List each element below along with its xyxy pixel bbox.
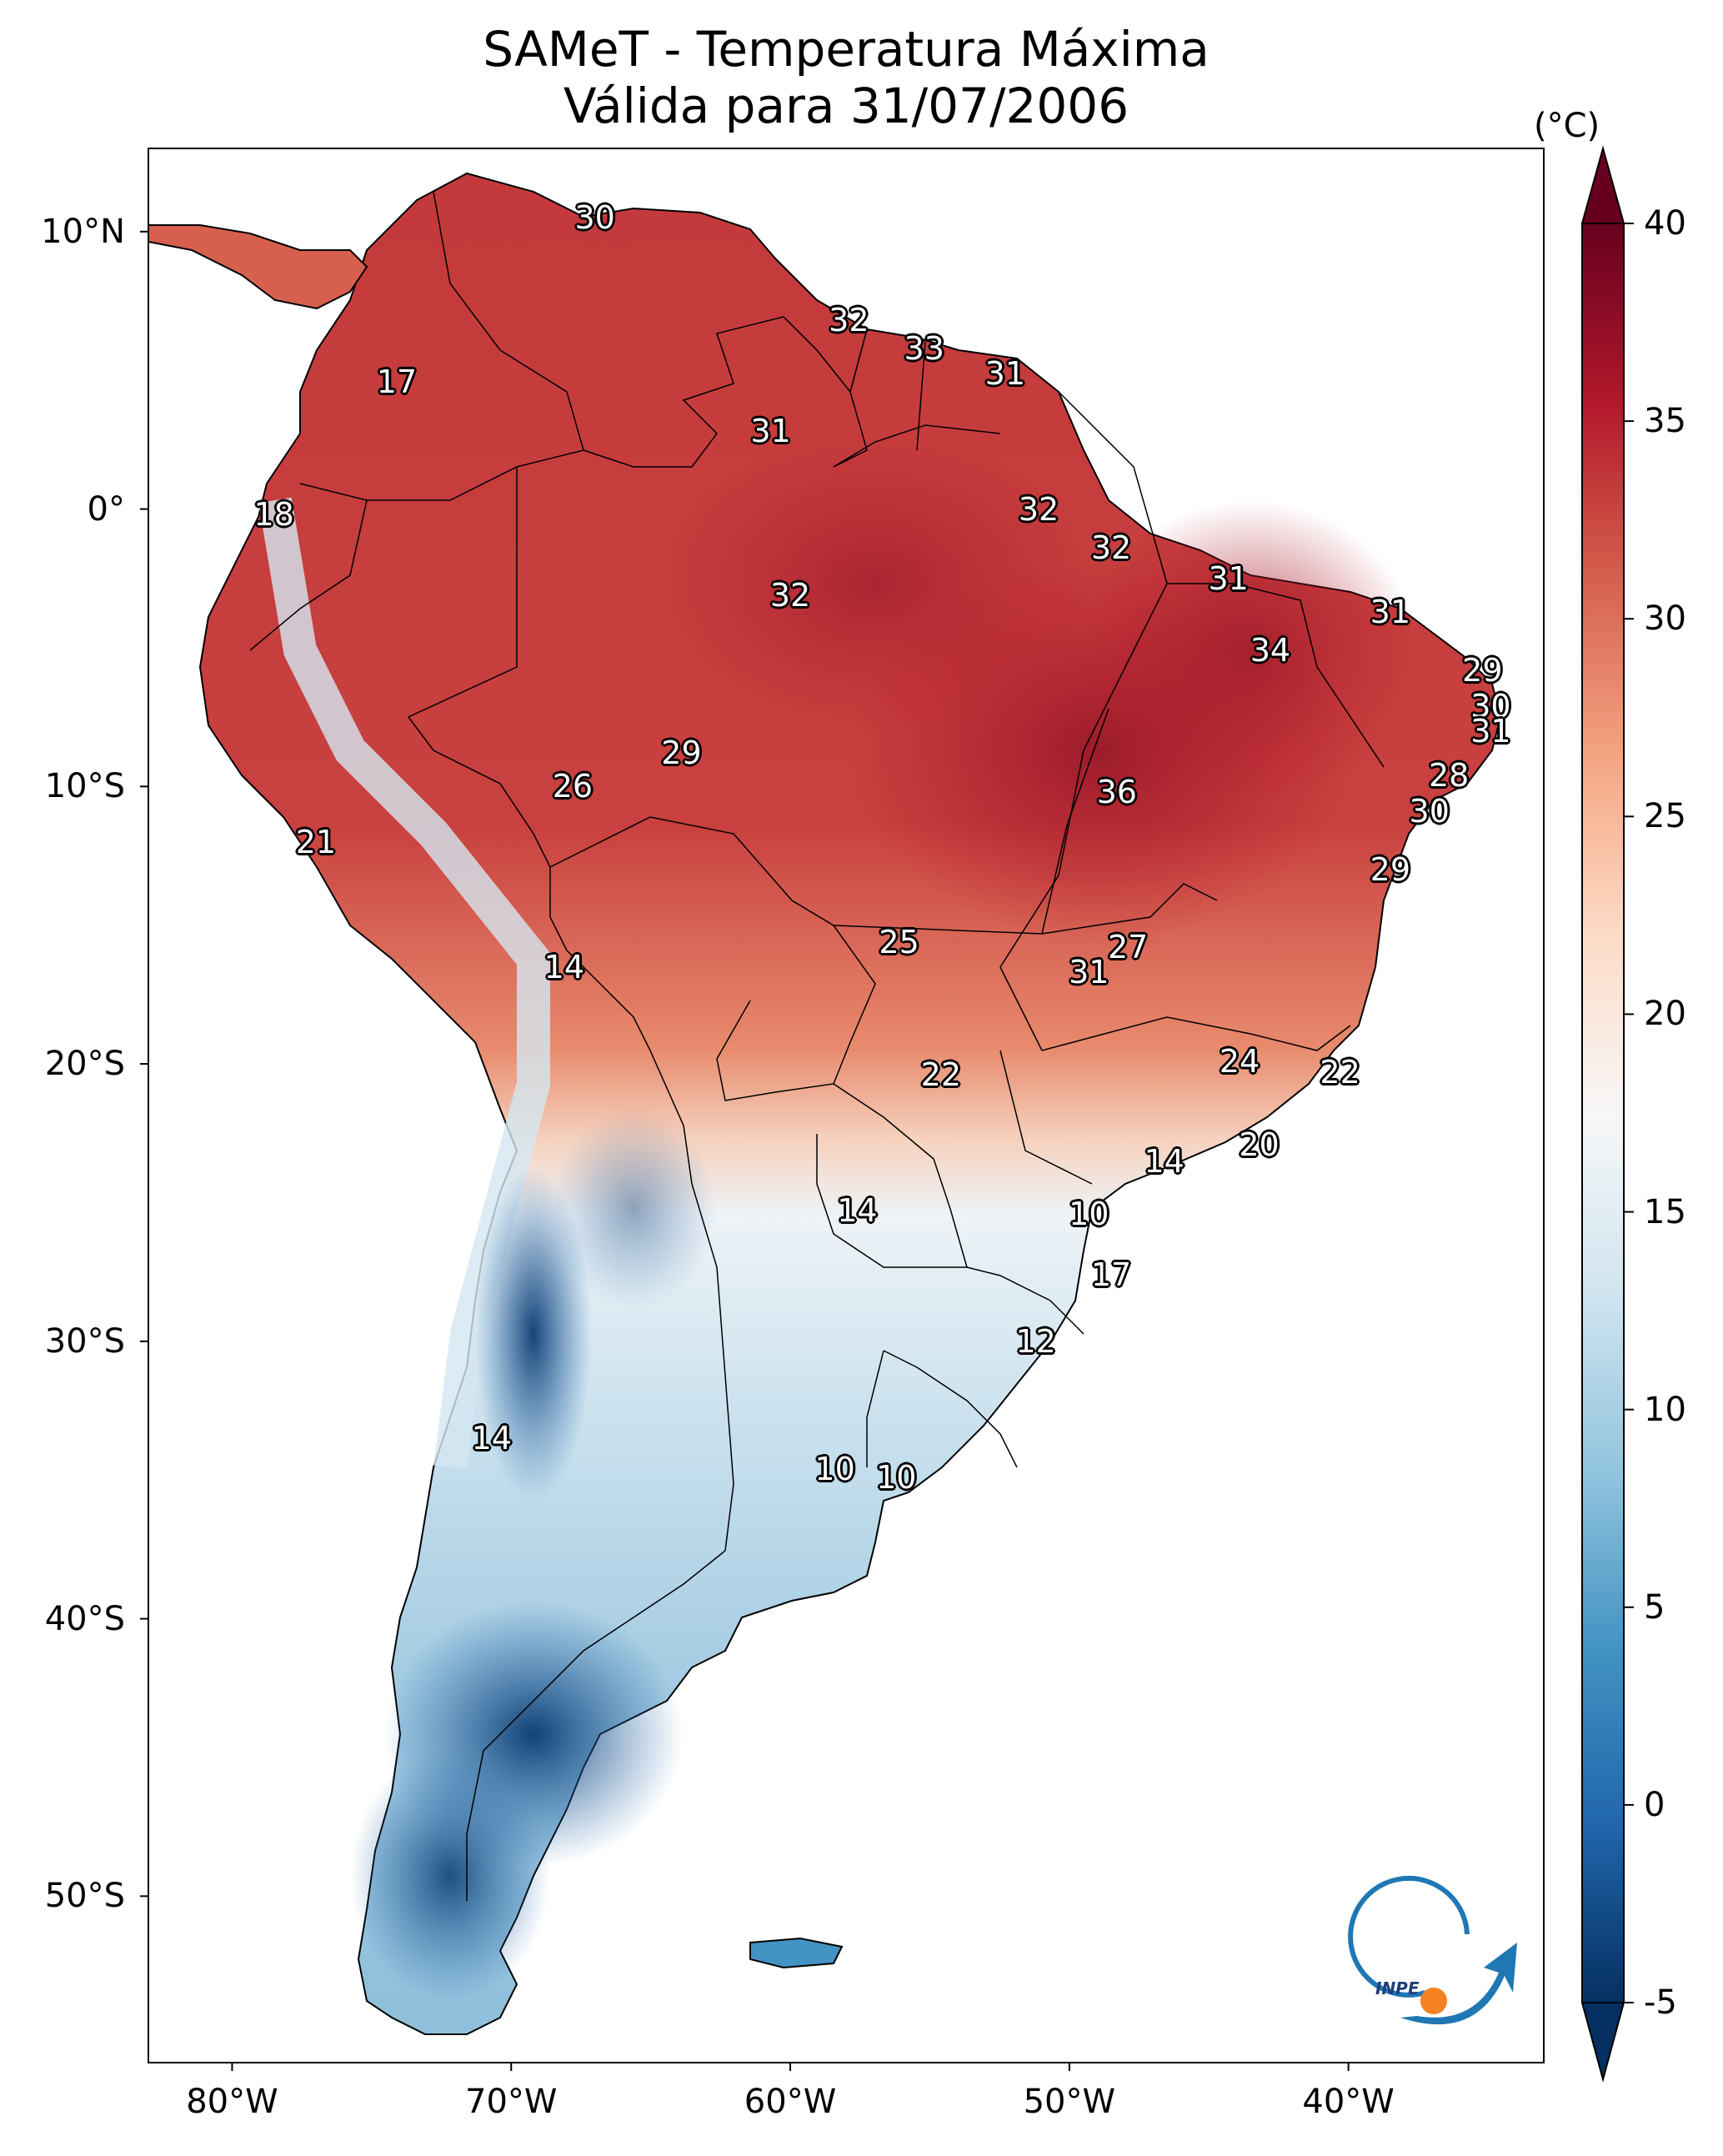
longitude-label: 70°W (465, 2083, 558, 2121)
longitude-label: 40°W (1302, 2083, 1395, 2121)
city-temperature-label: 29 (1370, 851, 1411, 889)
latitude-label: 40°S (44, 1599, 125, 1638)
city-temperature-label: 36 (1096, 773, 1137, 810)
colorbar-tick-label: 40 (1644, 204, 1686, 243)
longitude-label: 60°W (744, 2083, 837, 2121)
map-title: SAMeT - Temperatura Máxima (483, 21, 1210, 78)
latitude-label: 20°S (44, 1045, 125, 1084)
city-temperature-label: 30 (1470, 687, 1511, 725)
city-temperature-label: 14 (543, 948, 585, 985)
city-temperature-label: 20 (1239, 1126, 1280, 1163)
city-temperature-label: 14 (471, 1420, 512, 1457)
colorbar-gradient (1581, 223, 1625, 2003)
hot-region-northeast (1084, 500, 1417, 800)
map-subtitle: Válida para 31/07/2006 (563, 78, 1129, 134)
colorbar-tick-label: 20 (1644, 995, 1686, 1034)
hot-region-amazon (659, 434, 1092, 734)
city-temperature-label: 14 (1144, 1142, 1185, 1180)
colorbar-tick-label: 35 (1644, 402, 1686, 441)
city-temperature-label: 28 (1428, 757, 1470, 795)
city-temperature-label: 17 (1090, 1256, 1132, 1293)
colorbar-tick-label: 5 (1644, 1587, 1665, 1627)
colorbar-tick-label: 0 (1644, 1785, 1665, 1824)
city-temperature-label: 14 (837, 1192, 878, 1230)
city-temperature-label: 21 (295, 823, 337, 860)
svg-text:INPE: INPE (1375, 1978, 1420, 1998)
colorbar-tick-label: 10 (1644, 1390, 1686, 1429)
city-temperature-label: 10 (814, 1450, 855, 1487)
city-temperature-label: 31 (1069, 954, 1109, 991)
latitude-label: 30°S (44, 1321, 125, 1361)
city-temperature-label: 31 (1370, 593, 1411, 630)
colorbar-tick-label: 15 (1644, 1192, 1686, 1231)
latitude-label: 0° (87, 489, 125, 529)
city-temperature-label: 26 (552, 768, 594, 805)
city-temperature-label: 22 (920, 1056, 962, 1094)
city-temperature-label: 32 (769, 576, 811, 614)
city-temperature-label: 30 (574, 199, 615, 237)
cold-region-north-argentina (550, 1109, 717, 1309)
city-temperature-label: 25 (879, 923, 919, 960)
city-temperature-label: 24 (1219, 1042, 1260, 1080)
city-temperature-label: 32 (1090, 529, 1132, 567)
city-temperature-label: 32 (829, 302, 869, 339)
continent-layer (148, 172, 1502, 2035)
latitude-label: 10°N (41, 212, 125, 251)
city-temperature-label: 29 (661, 735, 702, 772)
city-temperature-label: 12 (1015, 1322, 1056, 1360)
city-temperature-label: 10 (1069, 1195, 1109, 1232)
colorbar-tick-label: -5 (1644, 1983, 1677, 2022)
central-america-landmass (148, 224, 368, 310)
cold-region-southern-patagonia (350, 1751, 550, 2001)
city-temperature-label: 34 (1250, 632, 1291, 669)
city-temperature-label: 30 (1409, 793, 1450, 830)
longitude-label: 50°W (1023, 2083, 1116, 2121)
city-temperature-label: 10 (876, 1458, 917, 1496)
falkland-islands (749, 1937, 844, 1969)
latitude-label: 10°S (44, 767, 125, 806)
colorbar-tick-label: 25 (1644, 797, 1686, 836)
city-temperature-label: 31 (1470, 712, 1511, 750)
city-temperature-label: 31 (984, 354, 1026, 392)
city-temperature-label: 31 (750, 413, 791, 450)
inpe-logo: INPE (1348, 1875, 1517, 2025)
city-temperature-label: 29 (1462, 651, 1503, 689)
city-temperature-label: 27 (1107, 929, 1149, 966)
city-temperature-label: 18 (253, 496, 294, 534)
city-temperature-label: 32 (1018, 490, 1059, 528)
country-borders (249, 191, 1385, 1901)
city-temperature-label: 22 (1320, 1054, 1360, 1091)
colorbar-min-extend-triangle (1580, 2002, 1625, 2083)
city-temperature-label: 33 (904, 329, 944, 367)
city-temperature-label: 31 (1208, 559, 1249, 597)
colorbar-max-extend-triangle (1580, 145, 1625, 224)
colorbar-unit-label: (°C) (1534, 107, 1600, 145)
longitude-label: 80°W (186, 2083, 278, 2121)
city-temperature-label: 17 (376, 363, 418, 400)
colorbar (1580, 145, 1634, 2083)
latitude-label: 50°S (44, 1877, 125, 1916)
colorbar-tick-label: 30 (1644, 599, 1686, 639)
